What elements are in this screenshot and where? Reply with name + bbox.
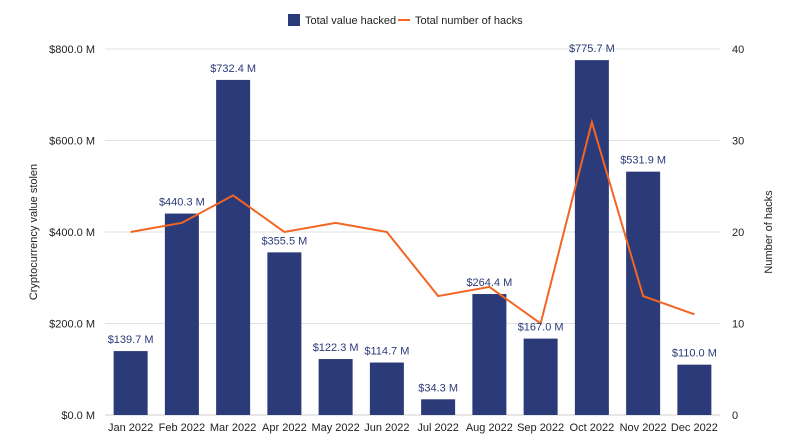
x-tick-label: Sep 2022 bbox=[517, 422, 564, 434]
x-tick-label: May 2022 bbox=[311, 422, 359, 434]
x-axis-ticks: Jan 2022 Feb 2022 Mar 2022 Apr 2022 May 2022… bbox=[108, 422, 718, 434]
bar bbox=[216, 79, 251, 415]
legend-bar-label: Total value hacked bbox=[305, 15, 396, 27]
right-axis-ticks: 0 10 20 30 40 bbox=[732, 44, 744, 422]
bar-value-label: $775.7 M bbox=[569, 43, 615, 55]
bar-value-label: $122.3 M bbox=[313, 342, 359, 354]
bar-value-label: $264.4 M bbox=[466, 277, 512, 289]
left-tick-label: $600.0 M bbox=[49, 136, 95, 148]
x-tick-label: Mar 2022 bbox=[210, 422, 256, 434]
right-tick-label: 20 bbox=[732, 227, 744, 239]
x-tick-label: Oct 2022 bbox=[570, 422, 615, 434]
left-tick-label: $400.0 M bbox=[49, 227, 95, 239]
gridlines bbox=[105, 48, 720, 416]
x-tick-label: Jan 2022 bbox=[108, 422, 153, 434]
legend-line-label: Total number of hacks bbox=[415, 15, 523, 27]
bar-value-label: $34.3 M bbox=[418, 382, 458, 394]
left-tick-label: $800.0 M bbox=[49, 44, 95, 56]
bar-value-label: $167.0 M bbox=[518, 322, 564, 334]
right-tick-label: 30 bbox=[732, 136, 744, 148]
line-series bbox=[130, 118, 695, 326]
bar bbox=[421, 399, 456, 415]
left-tick-label: $200.0 M bbox=[49, 319, 95, 331]
bar-value-label: $440.3 M bbox=[159, 197, 205, 209]
right-tick-label: 40 bbox=[732, 44, 744, 56]
bar-value-label: $732.4 M bbox=[210, 63, 256, 75]
hacks-line bbox=[130, 118, 695, 326]
legend: Total value hacked Total number of hacks bbox=[288, 14, 523, 27]
bar bbox=[677, 364, 712, 415]
bars bbox=[113, 60, 712, 415]
bar-value-label: $355.5 M bbox=[261, 235, 307, 247]
x-tick-label: Jun 2022 bbox=[364, 422, 409, 434]
bar-value-label: $114.7 M bbox=[364, 346, 409, 358]
x-tick-label: Nov 2022 bbox=[620, 422, 667, 434]
right-tick-label: 0 bbox=[732, 410, 738, 422]
left-axis-ticks: $0.0 M $200.0 M $400.0 M $600.0 M $800.0 M bbox=[49, 44, 95, 422]
bar bbox=[267, 252, 302, 415]
x-tick-label: Aug 2022 bbox=[466, 422, 513, 434]
legend-bar-swatch bbox=[288, 14, 300, 26]
left-axis-title: Cryptocurrency value stolen bbox=[28, 164, 40, 300]
bar bbox=[574, 60, 609, 415]
x-tick-label: Dec 2022 bbox=[671, 422, 718, 434]
data-labels: $139.7 M $440.3 M $732.4 M $355.5 M $122.3 M… bbox=[108, 43, 717, 394]
bar bbox=[318, 359, 353, 415]
bar bbox=[113, 351, 148, 415]
bar-value-label: $110.0 M bbox=[672, 348, 717, 360]
x-tick-label: Jul 2022 bbox=[417, 422, 459, 434]
bar-value-label: $531.9 M bbox=[620, 155, 666, 167]
left-tick-label: $0.0 M bbox=[61, 410, 95, 422]
bar-value-label: $139.7 M bbox=[108, 334, 154, 346]
bar bbox=[164, 213, 199, 415]
x-tick-label: Feb 2022 bbox=[159, 422, 205, 434]
right-tick-label: 10 bbox=[732, 319, 744, 331]
bar bbox=[472, 294, 507, 415]
bar bbox=[369, 362, 404, 415]
right-axis-title: Number of hacks bbox=[763, 190, 775, 274]
x-tick-label: Apr 2022 bbox=[262, 422, 307, 434]
bar bbox=[523, 338, 558, 415]
